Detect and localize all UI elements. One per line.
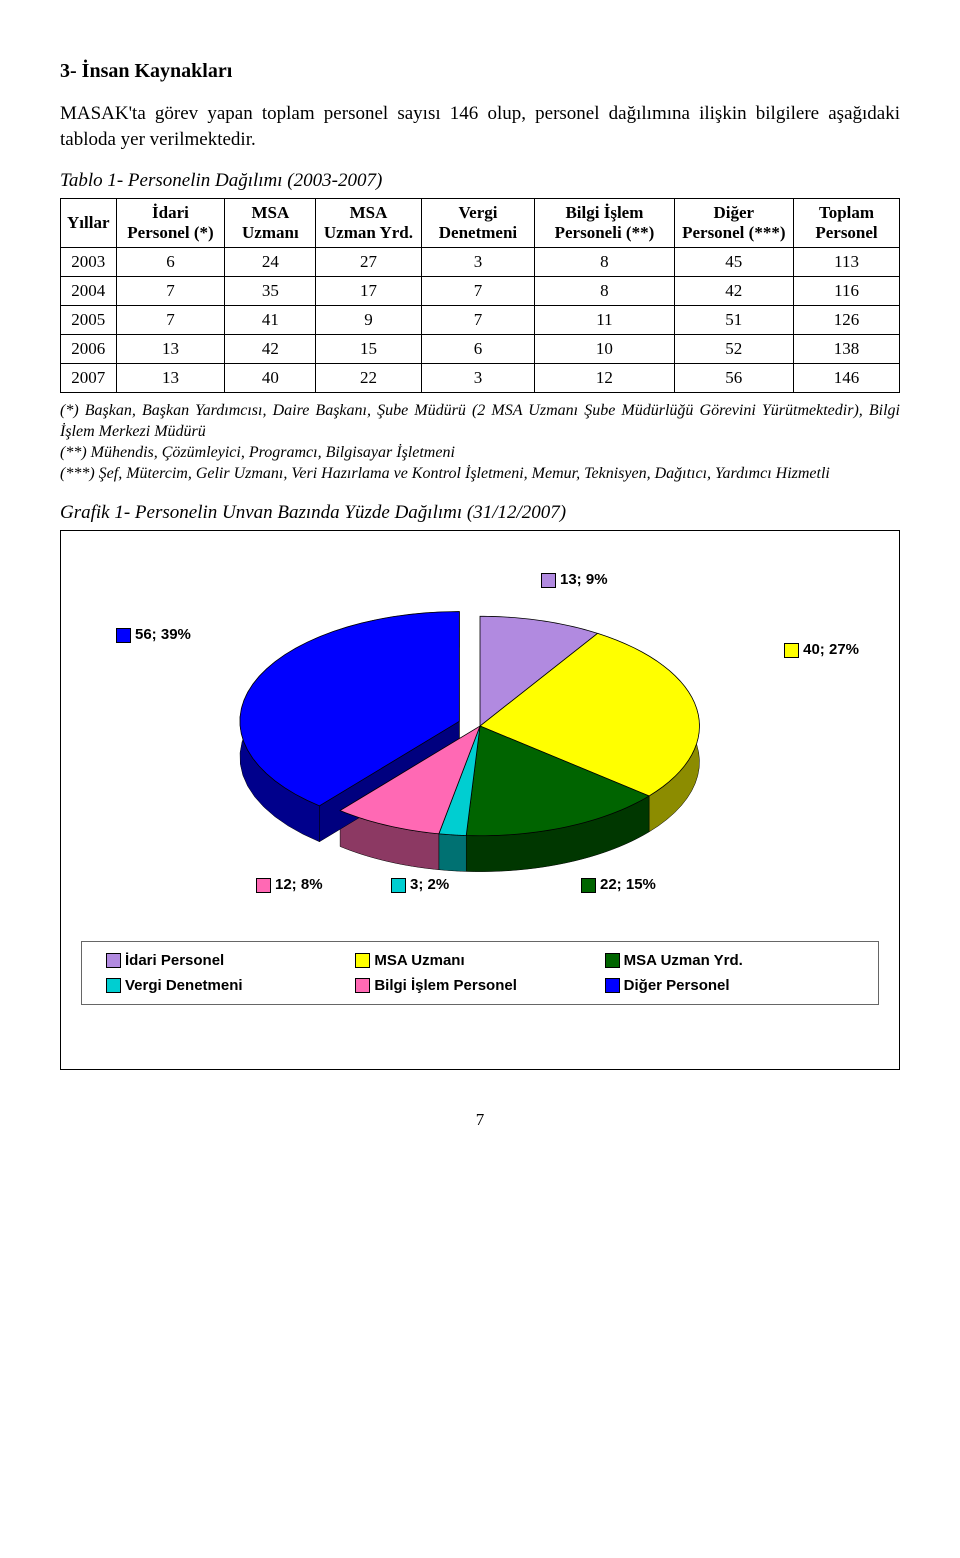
swatch-msa-uzmani bbox=[784, 643, 799, 658]
table-cell: 2005 bbox=[61, 306, 117, 335]
table-row: 2003624273845113 bbox=[61, 248, 900, 277]
table-row: 2005741971151126 bbox=[61, 306, 900, 335]
table-cell: 2004 bbox=[61, 277, 117, 306]
swatch-diger bbox=[116, 628, 131, 643]
pie-label-vergi: 3; 2% bbox=[391, 876, 449, 893]
table-cell: 8 bbox=[535, 248, 674, 277]
table-cell: 52 bbox=[674, 335, 793, 364]
footnote-1: (*) Başkan, Başkan Yardımcısı, Daire Baş… bbox=[60, 401, 900, 443]
footnote-2: (**) Mühendis, Çözümleyici, Programcı, B… bbox=[60, 443, 900, 464]
table-cell: 9 bbox=[316, 306, 421, 335]
col-toplam: Toplam Personel bbox=[794, 199, 900, 248]
intro-paragraph: MASAK'ta görev yapan toplam personel say… bbox=[60, 101, 900, 152]
section-title: 3- İnsan Kaynakları bbox=[60, 60, 900, 83]
table-cell: 2003 bbox=[61, 248, 117, 277]
table-row: 2004735177842116 bbox=[61, 277, 900, 306]
table-cell: 24 bbox=[225, 248, 316, 277]
table-row: 200613421561052138 bbox=[61, 335, 900, 364]
col-msa-uzman-yrd: MSA Uzman Yrd. bbox=[316, 199, 421, 248]
table-cell: 6 bbox=[116, 248, 225, 277]
table-cell: 22 bbox=[316, 364, 421, 393]
table-cell: 2007 bbox=[61, 364, 117, 393]
swatch-msa-uzman-yrd bbox=[581, 878, 596, 893]
pie-label-diger: 56; 39% bbox=[116, 626, 191, 643]
table-cell: 2006 bbox=[61, 335, 117, 364]
pie-label-bilgi-islem: 12; 8% bbox=[256, 876, 323, 893]
chart-legend: İdari Personel MSA Uzmanı MSA Uzman Yrd.… bbox=[81, 941, 879, 1005]
table-cell: 27 bbox=[316, 248, 421, 277]
table-cell: 116 bbox=[794, 277, 900, 306]
table-header-row: Yıllar İdari Personel (*) MSA Uzmanı MSA… bbox=[61, 199, 900, 248]
col-bilgi-islem: Bilgi İşlem Personeli (**) bbox=[535, 199, 674, 248]
table-cell: 7 bbox=[421, 277, 535, 306]
col-vergi: Vergi Denetmeni bbox=[421, 199, 535, 248]
table-cell: 113 bbox=[794, 248, 900, 277]
legend-item: Diğer Personel bbox=[605, 977, 854, 994]
legend-item: Bilgi İşlem Personel bbox=[355, 977, 604, 994]
legend-item: Vergi Denetmeni bbox=[106, 977, 355, 994]
pie-label-msa-uzmani: 40; 27% bbox=[784, 641, 859, 658]
pie-label-idari: 13; 9% bbox=[541, 571, 608, 588]
col-msa-uzmani: MSA Uzmanı bbox=[225, 199, 316, 248]
table-row: 200713402231256146 bbox=[61, 364, 900, 393]
table-cell: 12 bbox=[535, 364, 674, 393]
table-cell: 13 bbox=[116, 364, 225, 393]
table-cell: 41 bbox=[225, 306, 316, 335]
pie-label-msa-uzman-yrd: 22; 15% bbox=[581, 876, 656, 893]
legend-item: İdari Personel bbox=[106, 952, 355, 969]
table-cell: 42 bbox=[225, 335, 316, 364]
table-cell: 7 bbox=[116, 277, 225, 306]
table-cell: 51 bbox=[674, 306, 793, 335]
table-caption: Tablo 1- Personelin Dağılımı (2003-2007) bbox=[60, 170, 900, 192]
table-cell: 7 bbox=[116, 306, 225, 335]
table-cell: 6 bbox=[421, 335, 535, 364]
pie-chart-container: 13; 9% 40; 27% 22; 15% 3; 2% 12; 8% 56; … bbox=[60, 530, 900, 1070]
table-cell: 10 bbox=[535, 335, 674, 364]
pie-chart-svg bbox=[61, 531, 899, 931]
legend-item: MSA Uzman Yrd. bbox=[605, 952, 854, 969]
table-cell: 126 bbox=[794, 306, 900, 335]
table-cell: 15 bbox=[316, 335, 421, 364]
table-cell: 13 bbox=[116, 335, 225, 364]
swatch-vergi bbox=[391, 878, 406, 893]
table-cell: 7 bbox=[421, 306, 535, 335]
col-idari: İdari Personel (*) bbox=[116, 199, 225, 248]
legend-item: MSA Uzmanı bbox=[355, 952, 604, 969]
table-cell: 3 bbox=[421, 364, 535, 393]
footnote-3: (***) Şef, Mütercim, Gelir Uzmanı, Veri … bbox=[60, 464, 900, 485]
table-cell: 35 bbox=[225, 277, 316, 306]
table-cell: 11 bbox=[535, 306, 674, 335]
col-yillar: Yıllar bbox=[61, 199, 117, 248]
table-cell: 8 bbox=[535, 277, 674, 306]
table-cell: 146 bbox=[794, 364, 900, 393]
page-number: 7 bbox=[60, 1110, 900, 1130]
table-cell: 138 bbox=[794, 335, 900, 364]
table-cell: 40 bbox=[225, 364, 316, 393]
table-cell: 17 bbox=[316, 277, 421, 306]
table-cell: 3 bbox=[421, 248, 535, 277]
personnel-table: Yıllar İdari Personel (*) MSA Uzmanı MSA… bbox=[60, 198, 900, 393]
table-cell: 45 bbox=[674, 248, 793, 277]
chart-caption: Grafik 1- Personelin Unvan Bazında Yüzde… bbox=[60, 502, 900, 524]
swatch-bilgi-islem bbox=[256, 878, 271, 893]
col-diger: Diğer Personel (***) bbox=[674, 199, 793, 248]
table-cell: 56 bbox=[674, 364, 793, 393]
swatch-idari bbox=[541, 573, 556, 588]
table-cell: 42 bbox=[674, 277, 793, 306]
